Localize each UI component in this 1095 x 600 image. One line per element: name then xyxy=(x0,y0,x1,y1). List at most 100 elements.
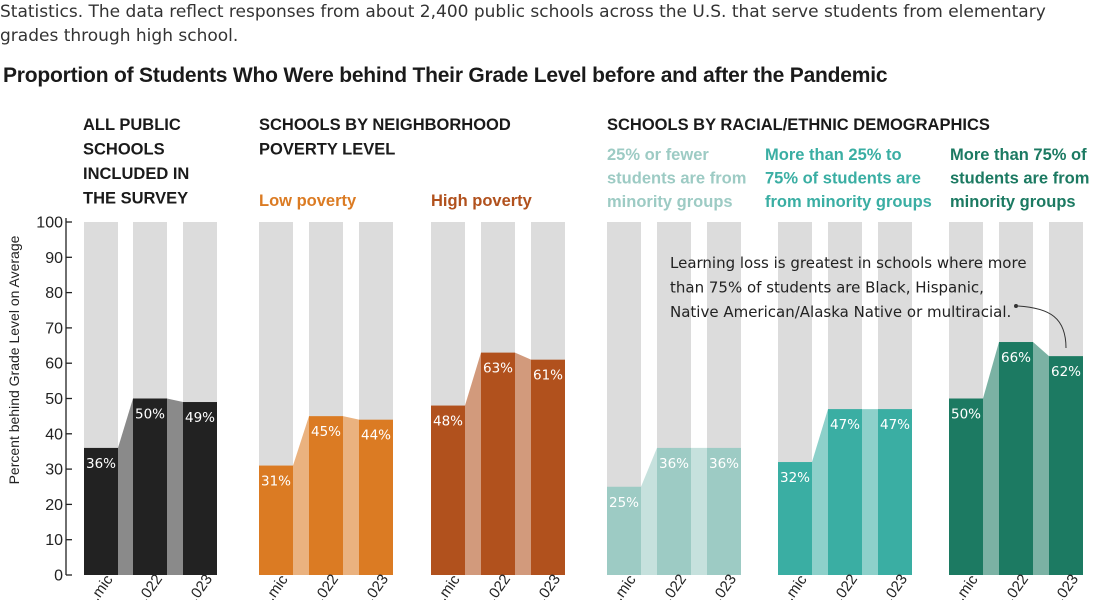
y-tick-label: 10 xyxy=(45,532,63,549)
bar-connector xyxy=(1033,342,1049,575)
x-tick-label: ...023 xyxy=(529,571,564,600)
bar xyxy=(949,398,983,575)
bar xyxy=(531,359,565,575)
bar xyxy=(84,447,118,575)
series-name: More than 75% of xyxy=(950,146,1087,164)
bar xyxy=(183,402,217,575)
intro-line-1: Statistics. The data reflect responses f… xyxy=(0,2,1046,22)
x-tick-label: ...023 xyxy=(181,571,216,600)
bar-connector xyxy=(515,352,531,575)
x-tick-label: ...023 xyxy=(357,571,392,600)
series-name: More than 25% to xyxy=(765,146,902,164)
group-title: ALL PUBLIC xyxy=(83,116,181,134)
bar-value-label: 66% xyxy=(1001,350,1031,366)
x-tick-label: ...mic xyxy=(947,571,982,600)
x-tick-label: ...mic xyxy=(429,571,464,600)
bar-value-label: 49% xyxy=(185,410,215,426)
bar-connector xyxy=(691,447,707,575)
x-tick-label: ...mic xyxy=(605,571,640,600)
bar xyxy=(259,465,293,575)
bar xyxy=(828,409,862,575)
y-axis: 0 10 20 30 40 50 60 70 80 90 100 xyxy=(36,215,72,585)
x-tick-label: ...023 xyxy=(1047,571,1082,600)
bar-value-label: 50% xyxy=(951,407,981,423)
bar-connector xyxy=(641,447,657,575)
group-title: THE SURVEY xyxy=(83,190,188,208)
y-tick-label: 30 xyxy=(45,462,63,479)
annotation-leader-dot xyxy=(1014,304,1018,308)
group-title: POVERTY LEVEL xyxy=(259,141,395,159)
series-name: Low poverty xyxy=(259,192,357,210)
bar-value-label: 48% xyxy=(433,414,463,430)
chart-group-1: ALL PUBLIC SCHOOLS INCLUDED IN THE SURVEY 36… xyxy=(82,116,217,600)
bar-value-label: 47% xyxy=(830,417,860,433)
bar xyxy=(359,419,393,575)
group-title: INCLUDED IN xyxy=(83,165,189,183)
x-tick-label: ...023 xyxy=(705,571,740,600)
series-name: minority groups xyxy=(607,193,733,211)
chart-group-2: SCHOOLS BY NEIGHBORHOOD POVERTY LEVEL Low … xyxy=(257,116,565,600)
bar-value-label: 36% xyxy=(86,456,116,472)
x-tick-label: ...mic xyxy=(776,571,811,600)
bar xyxy=(657,447,691,575)
chart-group-3: SCHOOLS BY RACIAL/ETHNIC DEMOGRAPHICS 25%… xyxy=(605,116,1089,600)
bar-value-label: 63% xyxy=(483,361,513,377)
y-tick-label: 40 xyxy=(45,426,63,443)
bar-value-label: 62% xyxy=(1051,364,1081,380)
bar xyxy=(707,447,741,575)
bar-connector xyxy=(812,409,828,575)
series-name: from minority groups xyxy=(765,193,932,211)
bar-value-label: 45% xyxy=(311,424,341,440)
annotation-line: Native American/Alaska Native or multira… xyxy=(670,303,1011,321)
series-name: 25% or fewer xyxy=(607,146,709,164)
annotation-line: Learning loss is greatest in schools whe… xyxy=(670,254,1027,272)
y-tick-label: 80 xyxy=(45,285,63,302)
bar-value-label: 31% xyxy=(261,474,291,490)
bar-value-label: 36% xyxy=(709,456,739,472)
bar-connector xyxy=(465,352,481,575)
bar-value-label: 47% xyxy=(880,417,910,433)
series-name: students are from xyxy=(607,170,746,188)
intro-text: Statistics. The data reflect responses f… xyxy=(0,0,1095,48)
bar-value-label: 25% xyxy=(609,495,639,511)
bar-connector xyxy=(293,416,309,575)
y-tick-label: 0 xyxy=(54,568,63,585)
bar xyxy=(878,409,912,575)
bar-value-label: 36% xyxy=(659,456,689,472)
series-2-2: High poverty 48% 63% 61% ...mic ...022 ...023 xyxy=(429,192,565,600)
bar-value-label: 50% xyxy=(135,407,165,423)
series-1-1: 36% 50% 49% ...mic ...022 ...023 xyxy=(82,222,217,600)
bar-connector xyxy=(343,416,359,575)
bar xyxy=(431,405,465,575)
x-tick-label: ...mic xyxy=(257,571,292,600)
annotation: Learning loss is greatest in schools whe… xyxy=(670,254,1067,349)
bar-connector xyxy=(118,398,133,575)
y-tick-label: 70 xyxy=(45,320,63,337)
series-2-1: Low poverty 31% 45% 44% ...mic ...022 ...023 xyxy=(257,192,393,600)
x-tick-label: ...022 xyxy=(655,571,690,600)
y-axis-title: Percent behind Grade Level on Average xyxy=(6,235,22,484)
bar-connector xyxy=(862,409,878,575)
bar-value-label: 32% xyxy=(780,470,810,486)
series-3-3: More than 75% of students are from minorit… xyxy=(947,146,1089,600)
bar-connector xyxy=(167,398,183,575)
group-title: SCHOOLS BY NEIGHBORHOOD xyxy=(259,116,511,134)
series-name: 75% of students are xyxy=(765,170,921,188)
bar xyxy=(133,398,167,575)
intro-line-2: grades through high school. xyxy=(0,26,239,46)
series-3-1: 25% or fewer students are from minority gr… xyxy=(605,146,746,600)
bar xyxy=(481,352,515,575)
bar xyxy=(778,462,812,575)
x-tick-label: ...mic xyxy=(82,571,117,600)
bar xyxy=(999,342,1033,575)
bar-value-label: 44% xyxy=(361,428,391,444)
bar xyxy=(309,416,343,575)
y-tick-label: 50 xyxy=(45,391,63,408)
series-name: minority groups xyxy=(950,193,1076,211)
bar xyxy=(1049,356,1083,575)
annotation-line: than 75% of students are Black, Hispanic… xyxy=(670,279,984,297)
bar xyxy=(607,486,641,575)
series-3-2: More than 25% to 75% of students are from … xyxy=(765,146,932,600)
chart-title: Proportion of Students Who Were behind T… xyxy=(3,64,888,87)
bar-value-label: 61% xyxy=(533,368,563,384)
